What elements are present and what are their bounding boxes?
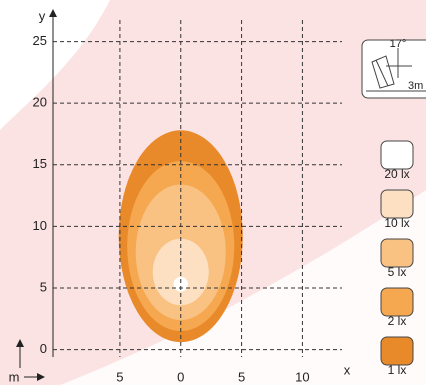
x-tick-label: 5 xyxy=(116,369,123,384)
y-tick-label: 20 xyxy=(33,95,47,110)
y-tick-label: 0 xyxy=(40,341,47,356)
background-shape xyxy=(0,0,110,130)
y-axis-label: y xyxy=(39,8,46,23)
x-tick-label: 0 xyxy=(177,369,184,384)
y-tick-label: 10 xyxy=(33,218,47,233)
legend-swatch xyxy=(380,287,414,317)
legend-label: 20 lx xyxy=(384,167,409,181)
x-tick-label: 5 xyxy=(238,369,245,384)
legend-swatch xyxy=(380,336,414,366)
legend-label: 1 lx xyxy=(388,363,407,377)
isolux-contour xyxy=(173,276,189,292)
legend-swatch xyxy=(380,189,414,219)
y-tick-label: 25 xyxy=(33,33,47,48)
background-shape xyxy=(60,190,426,385)
legend-swatch xyxy=(380,140,414,170)
inset-angle: 17° xyxy=(390,38,407,50)
inset-frame xyxy=(361,39,426,99)
inset-distance: 3m xyxy=(408,80,423,92)
inset-lamp xyxy=(375,59,389,87)
y-tick-label: 5 xyxy=(40,279,47,294)
x-tick-label: 10 xyxy=(295,369,309,384)
isolux-contour xyxy=(152,238,209,306)
legend-label: 5 lx xyxy=(388,265,407,279)
legend-label: 10 lx xyxy=(384,216,409,230)
legend-label: 2 lx xyxy=(388,314,407,328)
unit-label: m xyxy=(9,369,20,384)
legend-swatch xyxy=(380,238,414,268)
x-axis-label: x xyxy=(344,362,351,377)
inset: 17° 3m xyxy=(361,38,426,99)
y-tick-label: 15 xyxy=(33,156,47,171)
